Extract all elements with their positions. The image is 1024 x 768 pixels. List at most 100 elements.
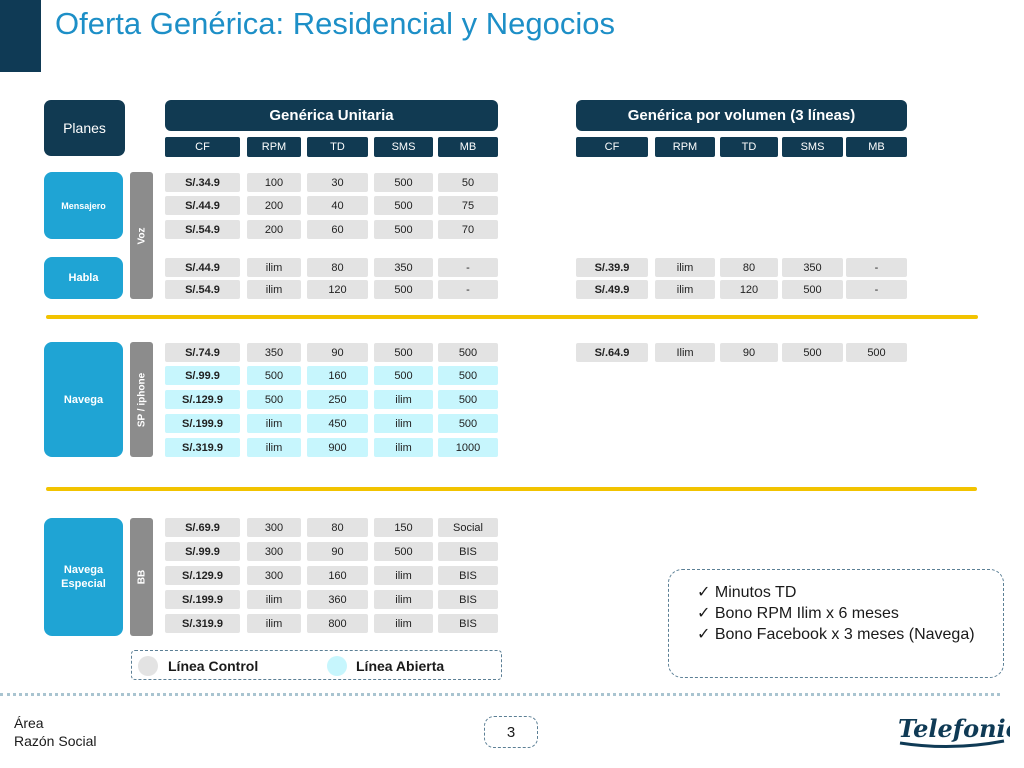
unitaria-cell-rpm: 100	[247, 173, 301, 192]
divider-line-2	[46, 487, 977, 491]
side-tag-sp-iphone: SP / iphone	[130, 342, 153, 457]
unitaria-cell-td: 60	[307, 220, 368, 239]
unitaria-cell-mb: -	[438, 258, 498, 277]
volumen-cell-cf: S/.64.9	[576, 343, 648, 362]
unitaria-cell-td: 80	[307, 518, 368, 537]
unitaria-cell-cf: S/.44.9	[165, 258, 240, 277]
divider-line-1	[46, 315, 978, 319]
unitaria-cell-sms: 500	[374, 542, 433, 561]
check-icon: ✓	[697, 626, 711, 643]
benefit-item: ✓ Minutos TD	[697, 584, 797, 601]
unitaria-cell-td: 90	[307, 542, 368, 561]
unitaria-cell-cf: S/.74.9	[165, 343, 240, 362]
header-generica-unitaria: Genérica Unitaria	[165, 100, 498, 131]
volumen-cell-cf: S/.39.9	[576, 258, 648, 277]
unitaria-cell-cf: S/.54.9	[165, 280, 240, 299]
benefit-item: ✓ Bono RPM Ilim x 6 meses	[697, 605, 899, 622]
volumen-cell-td: 90	[720, 343, 778, 362]
unitaria-cell-rpm: 500	[247, 366, 301, 385]
benefit-item: ✓ Bono Facebook x 3 meses (Navega)	[697, 626, 975, 643]
volumen-cell-sms: 500	[782, 280, 843, 299]
unitaria-cell-td: 360	[307, 590, 368, 609]
unitaria-cell-cf: S/.319.9	[165, 438, 240, 457]
unitaria-cell-mb: BIS	[438, 614, 498, 633]
unitaria-cell-cf: S/.99.9	[165, 366, 240, 385]
side-tag-voz-label: Voz	[136, 226, 147, 245]
side-tag-sp-label: SP / iphone	[136, 372, 147, 427]
check-icon: ✓	[697, 584, 711, 601]
unitaria-cell-cf: S/.129.9	[165, 390, 240, 409]
legend: Línea Control Línea Abierta	[131, 650, 502, 680]
unitaria-cell-mb: 500	[438, 390, 498, 409]
side-tag-bb: BB	[130, 518, 153, 636]
header-generica-volumen: Genérica por volumen (3 líneas)	[576, 100, 907, 131]
unitaria-cell-mb: 50	[438, 173, 498, 192]
unitaria-cell-sms: 500	[374, 173, 433, 192]
unitaria-cell-cf: S/.34.9	[165, 173, 240, 192]
unitaria-cell-rpm: 300	[247, 566, 301, 585]
volumen-cell-mb: 500	[846, 343, 907, 362]
unitaria-cell-rpm: ilim	[247, 438, 301, 457]
unitaria-col-rpm: RPM	[247, 137, 301, 157]
unitaria-cell-cf: S/.99.9	[165, 542, 240, 561]
unitaria-cell-td: 250	[307, 390, 368, 409]
planes-label: Planes	[44, 100, 125, 156]
unitaria-cell-sms: ilim	[374, 566, 433, 585]
unitaria-cell-rpm: 350	[247, 343, 301, 362]
unitaria-cell-mb: BIS	[438, 566, 498, 585]
volumen-col-sms: SMS	[782, 137, 843, 157]
unitaria-cell-td: 30	[307, 173, 368, 192]
volumen-col-td: TD	[720, 137, 778, 157]
unitaria-cell-sms: 500	[374, 280, 433, 299]
unitaria-cell-sms: 150	[374, 518, 433, 537]
slide-title: Oferta Genérica: Residencial y Negocios	[55, 6, 615, 41]
unitaria-cell-td: 800	[307, 614, 368, 633]
unitaria-cell-sms: ilim	[374, 590, 433, 609]
logo-wordmark: Telefonica	[898, 714, 1010, 743]
unitaria-cell-mb: Social	[438, 518, 498, 537]
unitaria-cell-mb: -	[438, 280, 498, 299]
legend-abierta-swatch	[327, 656, 347, 676]
unitaria-cell-sms: 500	[374, 220, 433, 239]
check-icon: ✓	[697, 605, 711, 622]
unitaria-cell-rpm: 300	[247, 542, 301, 561]
page-number: 3	[484, 716, 538, 748]
benefits-box: ✓ Minutos TD ✓ Bono RPM Ilim x 6 meses ✓…	[668, 569, 1004, 678]
unitaria-cell-rpm: 500	[247, 390, 301, 409]
legend-abierta-label: Línea Abierta	[356, 658, 445, 674]
unitaria-cell-sms: 500	[374, 196, 433, 215]
unitaria-cell-cf: S/.319.9	[165, 614, 240, 633]
footer-razon-social: Razón Social	[14, 733, 97, 749]
volumen-col-rpm: RPM	[655, 137, 715, 157]
volumen-cell-mb: -	[846, 258, 907, 277]
unitaria-cell-mb: 500	[438, 343, 498, 362]
unitaria-col-cf: CF	[165, 137, 240, 157]
unitaria-col-sms: SMS	[374, 137, 433, 157]
unitaria-cell-td: 90	[307, 343, 368, 362]
unitaria-cell-td: 160	[307, 366, 368, 385]
unitaria-cell-td: 160	[307, 566, 368, 585]
legend-control-swatch	[138, 656, 158, 676]
unitaria-cell-mb: 500	[438, 366, 498, 385]
volumen-cell-td: 120	[720, 280, 778, 299]
group-mensajero: Mensajero	[44, 172, 123, 239]
volumen-cell-rpm: ilim	[655, 258, 715, 277]
volumen-col-cf: CF	[576, 137, 648, 157]
unitaria-col-td: TD	[307, 137, 368, 157]
telefonica-logo: Telefonica	[898, 714, 1010, 749]
unitaria-cell-rpm: 200	[247, 220, 301, 239]
volumen-cell-sms: 500	[782, 343, 843, 362]
unitaria-cell-sms: ilim	[374, 614, 433, 633]
unitaria-cell-td: 450	[307, 414, 368, 433]
unitaria-cell-td: 40	[307, 196, 368, 215]
group-habla: Habla	[44, 257, 123, 299]
unitaria-cell-rpm: ilim	[247, 258, 301, 277]
unitaria-cell-sms: 500	[374, 343, 433, 362]
unitaria-cell-mb: 1000	[438, 438, 498, 457]
volumen-cell-td: 80	[720, 258, 778, 277]
unitaria-cell-rpm: 200	[247, 196, 301, 215]
volumen-cell-sms: 350	[782, 258, 843, 277]
unitaria-cell-sms: ilim	[374, 390, 433, 409]
unitaria-cell-sms: ilim	[374, 438, 433, 457]
unitaria-cell-td: 900	[307, 438, 368, 457]
